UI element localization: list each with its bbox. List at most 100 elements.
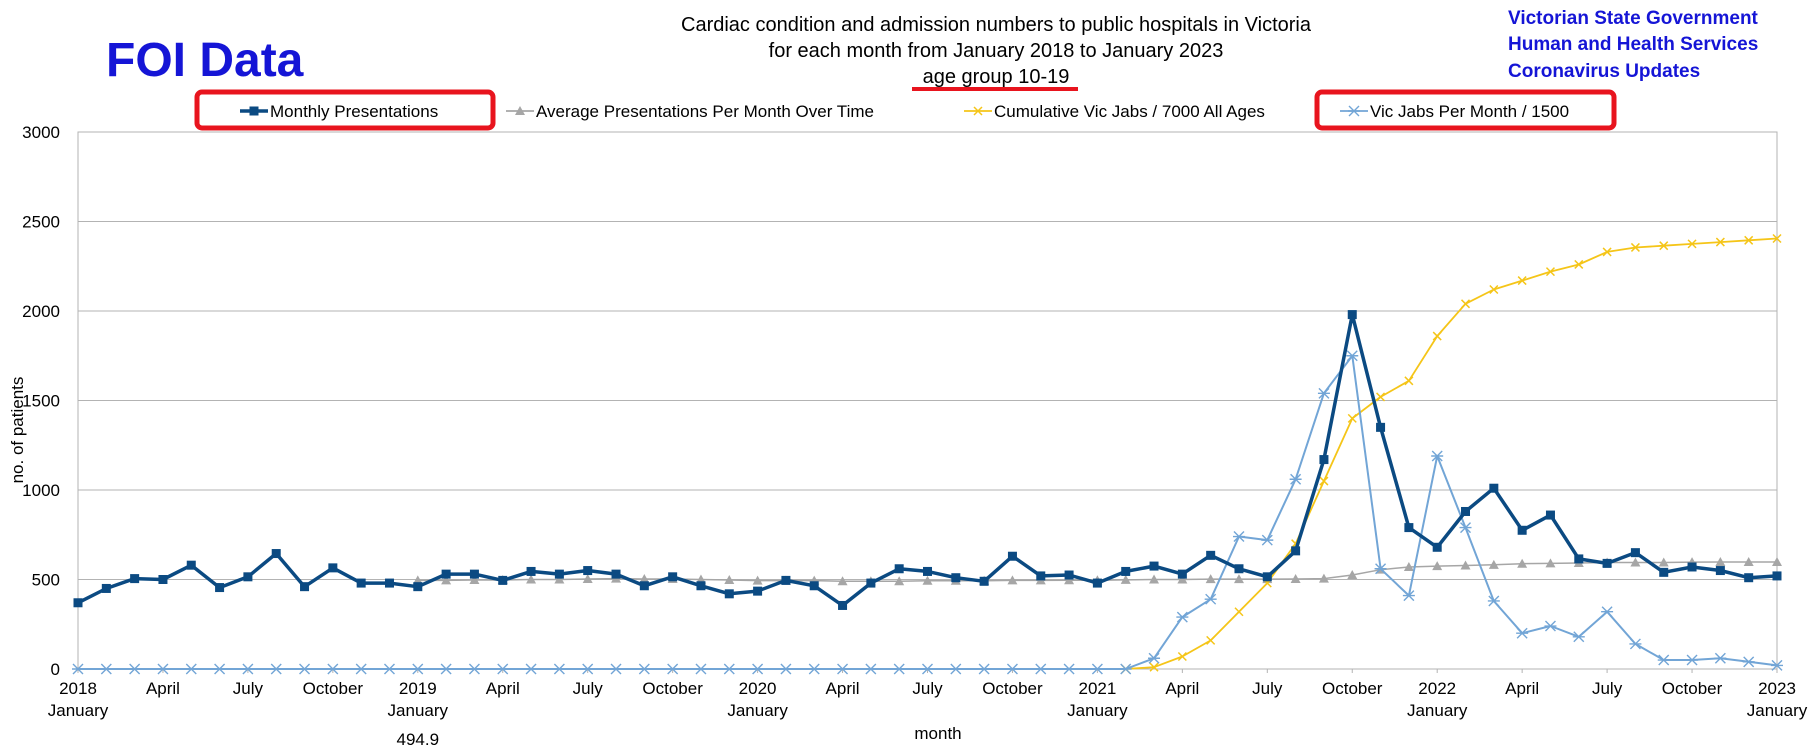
data-point	[1601, 606, 1614, 618]
data-point	[668, 572, 678, 582]
data-point	[156, 663, 169, 675]
data-point	[1063, 663, 1076, 675]
data-point	[1715, 556, 1726, 566]
data-point	[243, 572, 253, 582]
x-tick-label: July	[573, 679, 604, 698]
data-point	[271, 549, 281, 559]
data-point	[100, 663, 113, 675]
data-point	[1772, 233, 1782, 244]
data-point	[1714, 652, 1727, 664]
data-point	[1007, 575, 1018, 585]
data-point	[300, 582, 310, 592]
legend-marker	[249, 106, 259, 116]
y-tick-label: 1500	[22, 392, 60, 411]
x-tick-label: 2020	[739, 679, 777, 698]
data-point	[1291, 546, 1301, 556]
x-tick-label: January	[727, 701, 788, 720]
data-point	[1148, 652, 1161, 664]
data-point	[1121, 566, 1131, 576]
data-point	[1487, 595, 1500, 607]
y-tick-label: 0	[51, 660, 60, 679]
x-tick-label: 2023	[1758, 679, 1796, 698]
x-tick-label: April	[1505, 679, 1539, 698]
title-line-1: Cardiac condition and admission numbers …	[681, 14, 1312, 36]
data-point	[1461, 506, 1471, 516]
data-point	[158, 575, 168, 584]
grid-lines	[78, 131, 1777, 670]
data-point	[412, 575, 423, 585]
data-point	[441, 575, 452, 585]
y-tick-label: 2000	[22, 302, 60, 321]
y-tick-label: 500	[32, 571, 60, 590]
series-layer	[72, 233, 1783, 675]
data-point	[468, 663, 481, 675]
data-point	[355, 663, 368, 675]
data-point	[1572, 631, 1585, 643]
data-point	[753, 586, 763, 596]
legend-item-monthly-presentations: Monthly Presentations	[240, 102, 438, 121]
data-point	[1289, 473, 1302, 485]
data-point	[1317, 387, 1330, 399]
x-axis: 2018 January April July October 2019 January Ap…	[48, 669, 1808, 720]
legend-marker	[1348, 105, 1360, 117]
data-point	[1602, 558, 1612, 568]
data-point	[498, 575, 508, 585]
data-point	[922, 575, 933, 585]
x-tick-label: October	[1662, 679, 1723, 698]
data-point	[1459, 522, 1472, 534]
data-point	[1319, 476, 1329, 486]
data-point	[1517, 276, 1527, 286]
x-tick-label: October	[303, 679, 364, 698]
title-line-2: for each month from January 2018 to Janu…	[769, 40, 1224, 62]
data-point	[978, 663, 991, 675]
data-point	[666, 663, 679, 675]
data-point	[639, 573, 650, 583]
data-point	[838, 600, 848, 610]
data-point	[1234, 607, 1244, 617]
x-tick-label: July	[1252, 679, 1283, 698]
data-point	[1177, 574, 1188, 584]
x-tick-label: April	[1165, 679, 1199, 698]
x-tick-label: July	[1592, 679, 1623, 698]
data-point	[611, 569, 621, 579]
data-point	[1545, 558, 1556, 568]
data-point	[1574, 554, 1584, 564]
data-point	[1630, 557, 1641, 567]
source-line-3: Coronavirus Updates	[1508, 61, 1700, 82]
data-point	[1376, 392, 1386, 402]
data-point	[1544, 620, 1557, 632]
data-point	[1176, 611, 1189, 623]
data-point	[1064, 575, 1075, 585]
data-point	[1772, 556, 1782, 566]
legend-item-cumulative-vic-jabs-7000-all-ages: Cumulative Vic Jabs / 7000 All Ages	[964, 102, 1265, 121]
data-point	[1432, 542, 1442, 552]
data-point	[1347, 310, 1357, 320]
legend-label: Monthly Presentations	[270, 102, 438, 121]
chart-title: Cardiac condition and admission numbers …	[681, 14, 1312, 88]
data-point	[1091, 663, 1104, 675]
title-line-3: age group 10-19	[923, 66, 1070, 88]
legend-label: Vic Jabs Per Month / 1500	[1370, 102, 1569, 121]
data-point	[496, 663, 509, 675]
y-tick-label: 1000	[22, 481, 60, 500]
data-point	[951, 573, 961, 583]
data-point	[298, 663, 311, 675]
legend-item-vic-jabs-per-month-1500: Vic Jabs Per Month / 1500	[1340, 102, 1569, 121]
x-tick-label: July	[233, 679, 264, 698]
data-point	[894, 576, 905, 586]
data-point	[413, 582, 423, 592]
series-line	[1125, 237, 1778, 670]
data-point	[921, 663, 934, 675]
data-point	[724, 589, 734, 599]
data-point	[1204, 593, 1217, 605]
data-point	[752, 575, 763, 585]
x-tick-label: April	[486, 679, 520, 698]
x-tick-label: October	[1322, 679, 1383, 698]
data-point	[441, 569, 451, 579]
y-axis: 0 500 1000 1500 2000 2500 3000	[22, 123, 60, 679]
data-point	[1659, 241, 1669, 251]
x-tick-label: 2018	[59, 679, 97, 698]
data-point	[526, 566, 536, 576]
data-point	[215, 583, 225, 593]
